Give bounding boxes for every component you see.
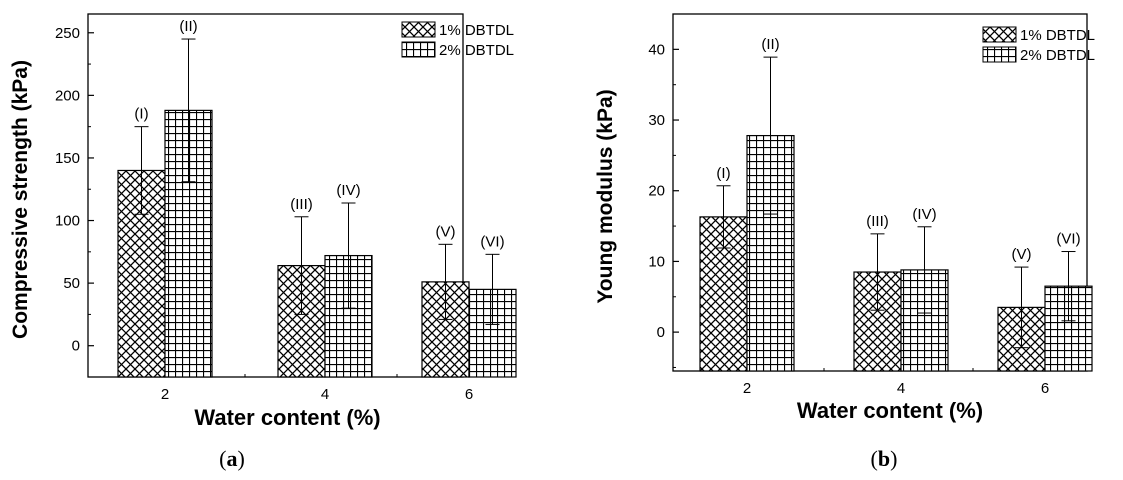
legend-label: 1% DBTDL: [1020, 27, 1095, 44]
plot-frame: [87, 13, 464, 378]
panel-label: (b): [871, 446, 898, 471]
y-tick-label: 10: [648, 253, 665, 270]
bar-annotation: (I): [716, 165, 730, 182]
y-tick-label: 0: [72, 338, 80, 355]
chart-panel-a: 0 50 100 150 200 250 2 4 6 (I) (III) (V) (II) (IV) (VI…: [9, 13, 517, 471]
legend-swatch: [401, 41, 436, 58]
y-tick-label: 150: [55, 150, 80, 167]
bar-annotation: (I): [134, 106, 148, 123]
x-tick-label: 6: [465, 386, 473, 403]
y-tick-label: 200: [55, 87, 80, 104]
bar-annotation: (III): [866, 213, 889, 230]
y-tick-label: 20: [648, 183, 665, 200]
legend-label: 2% DBTDL: [439, 42, 514, 59]
y-axis-title: Young modulus (kPa): [594, 89, 617, 303]
bar-annotation: (VI): [1056, 231, 1080, 248]
y-tick-label: 30: [648, 112, 665, 129]
bar-annotation: (V): [436, 223, 456, 240]
x-axis-title: Water content (%): [797, 398, 983, 423]
bar-one-percent-dbtdl: [277, 264, 326, 378]
bar-annotation: (V): [1012, 246, 1032, 263]
y-tick-label: 0: [657, 324, 665, 341]
x-axis-title: Water content (%): [194, 405, 380, 430]
legend-label: 2% DBTDL: [1020, 47, 1095, 64]
bar-annotation: (III): [290, 196, 313, 213]
chart-panel-b: 0 10 20 30 40 2 4 6 (I) (III) (V) (II) (IV) (VI) 1% DB…: [594, 13, 1095, 471]
y-tick-label: 50: [63, 275, 80, 292]
bar-annotation: (IV): [912, 206, 936, 223]
y-tick-label: 250: [55, 25, 80, 42]
bar-two-percent-dbtdl: [468, 288, 517, 378]
panel-label: (a): [219, 446, 245, 471]
x-tick-label: 6: [1041, 380, 1049, 397]
bar-annotation: (II): [761, 36, 779, 53]
x-tick-label: 2: [743, 380, 751, 397]
bar-annotation: (IV): [336, 182, 360, 199]
y-tick-label: 40: [648, 41, 665, 58]
bar-one-percent-dbtdl: [117, 169, 166, 378]
legend-swatch: [401, 21, 436, 38]
bar-annotation: (VI): [480, 233, 504, 250]
x-tick-label: 4: [897, 380, 905, 397]
y-tick-label: 100: [55, 213, 80, 230]
bar-annotation: (II): [179, 18, 197, 35]
x-tick-label: 4: [321, 386, 329, 403]
legend-label: 1% DBTDL: [439, 22, 514, 39]
x-tick-label: 2: [161, 386, 169, 403]
y-axis-title: Compressive strength (kPa): [9, 60, 32, 339]
legend-swatch: [982, 26, 1017, 43]
legend-swatch: [982, 46, 1017, 63]
